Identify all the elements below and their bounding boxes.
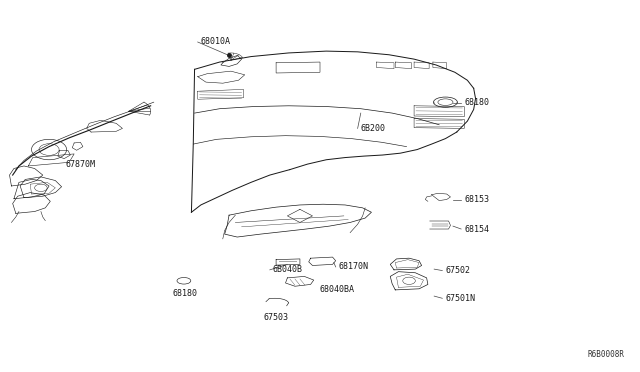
Text: 68180: 68180 [173,289,198,298]
Text: 67503: 67503 [264,313,289,322]
Text: 67501N: 67501N [445,294,476,303]
Text: R6B0008R: R6B0008R [587,350,624,359]
Text: 67870M: 67870M [66,160,96,169]
Text: 6B200: 6B200 [361,124,386,133]
Text: 67502: 67502 [445,266,470,275]
Text: 68154: 68154 [464,225,489,234]
Text: 68153: 68153 [464,195,489,204]
Text: 6B040B: 6B040B [273,265,303,274]
Text: 68170N: 68170N [339,262,369,272]
Text: 68180: 68180 [464,98,489,108]
Text: 68040BA: 68040BA [320,285,355,294]
Text: 68010A: 68010A [201,38,231,46]
